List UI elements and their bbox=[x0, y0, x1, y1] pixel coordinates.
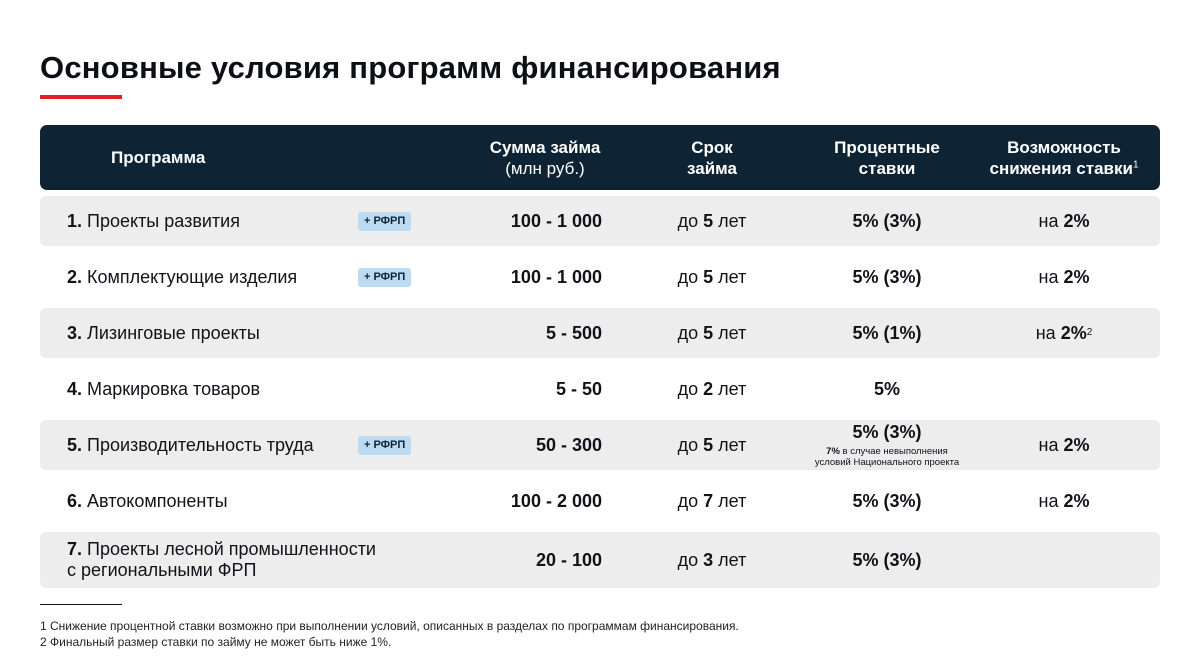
loan-sum: 50 - 300 bbox=[535, 434, 602, 455]
header-sum-line1: Сумма займа bbox=[489, 137, 601, 157]
footnote-1: 1 Снижение процентной ставки возможно пр… bbox=[40, 619, 739, 633]
rate-reduction: на 2% bbox=[1038, 266, 1090, 287]
loan-sum: 100 - 1 000 bbox=[510, 266, 602, 287]
header-rate-line2: ставки bbox=[858, 158, 916, 178]
interest-rate: 5% (3%) bbox=[852, 549, 922, 570]
loan-term: до 5 лет bbox=[677, 322, 747, 343]
header-term-line1: Срок bbox=[691, 137, 733, 157]
loan-sum: 100 - 2 000 bbox=[510, 490, 602, 511]
interest-rate: 5% (3%) bbox=[852, 210, 922, 231]
table-row: 1. Проекты развития + РФРП 100 - 1 000 до… bbox=[40, 196, 1160, 246]
rate-reduction: на 2% bbox=[1038, 210, 1090, 231]
program-name: 7. Проекты лесной промышленности с региона… bbox=[67, 539, 376, 580]
table-row: 7. Проекты лесной промышленности с региона… bbox=[40, 532, 1160, 588]
program-name: 3. Лизинговые проекты bbox=[67, 322, 260, 343]
interest-rate: 5% (3%) bbox=[852, 266, 922, 287]
program-name: 2. Комплектующие изделия bbox=[67, 266, 298, 287]
interest-rate: 5% (3%) 7% в случае невыполнения условий … bbox=[814, 422, 960, 468]
loan-sum: 5 - 50 bbox=[555, 378, 602, 399]
interest-rate: 5% bbox=[873, 378, 900, 399]
interest-rate: 5% (1%) bbox=[852, 322, 922, 343]
program-name: 4. Маркировка товаров bbox=[67, 378, 261, 399]
loan-term: до 5 лет bbox=[677, 266, 747, 287]
table-header: Программа Сумма займа (млн руб.) Срок за… bbox=[40, 125, 1160, 190]
footnote-divider bbox=[40, 604, 122, 605]
loan-term: до 5 лет bbox=[677, 434, 747, 455]
footnotes: 1 Снижение процентной ставки возможно пр… bbox=[40, 618, 739, 650]
rate-reduction: на 2% bbox=[1038, 434, 1090, 455]
table-row: 4. Маркировка товаров 5 - 50 до 2 лет 5% bbox=[40, 364, 1160, 414]
table-row: 5. Производительность труда + РФРП 50 - 3… bbox=[40, 420, 1160, 470]
interest-rate: 5% (3%) bbox=[852, 490, 922, 511]
rate-reduction: на 2% 2 bbox=[1035, 322, 1093, 343]
header-program: Программа bbox=[111, 148, 206, 167]
loan-term: до 3 лет bbox=[677, 549, 747, 570]
title-underline bbox=[40, 95, 122, 99]
rfrp-badge: + РФРП bbox=[358, 435, 412, 455]
footnote-ref-1: 1 bbox=[1132, 158, 1139, 170]
loan-sum: 100 - 1 000 bbox=[510, 210, 602, 231]
program-name: 5. Производительность труда bbox=[67, 434, 314, 455]
program-name: 1. Проекты развития bbox=[67, 210, 240, 231]
footnote-2: 2 Финальный размер ставки по займу не мо… bbox=[40, 635, 392, 649]
header-rate-line1: Процентные bbox=[834, 137, 940, 157]
rfrp-badge: + РФРП bbox=[358, 211, 412, 231]
loan-term: до 2 лет bbox=[677, 378, 747, 399]
loan-term: до 5 лет bbox=[677, 210, 747, 231]
table-row: 2. Комплектующие изделия + РФРП 100 - 1 0… bbox=[40, 252, 1160, 302]
header-rate: Процентные ставки bbox=[797, 125, 977, 190]
program-name: 6. Автокомпоненты bbox=[67, 490, 228, 511]
loan-sum: 20 - 100 bbox=[535, 549, 602, 570]
header-sum: Сумма займа (млн руб.) bbox=[460, 125, 630, 190]
loan-term: до 7 лет bbox=[677, 490, 747, 511]
page-title: Основные условия программ финансирования bbox=[40, 50, 781, 85]
table-row: 6. Автокомпоненты 100 - 2 000 до 7 лет 5% (… bbox=[40, 476, 1160, 526]
header-term: Срок займа bbox=[640, 125, 784, 190]
header-term-line2: займа bbox=[687, 158, 737, 178]
table-row: 3. Лизинговые проекты 5 - 500 до 5 лет 5% (… bbox=[40, 308, 1160, 358]
programs-table: Программа Сумма займа (млн руб.) Срок за… bbox=[40, 125, 1160, 588]
header-reduce-line1: Возможность bbox=[1007, 137, 1121, 157]
header-sum-line2: (млн руб.) bbox=[505, 158, 585, 178]
rate-note: 7% в случае невыполнения условий Национал… bbox=[814, 446, 960, 468]
header-reduce-line2: снижения ставки1 bbox=[989, 158, 1139, 178]
loan-sum: 5 - 500 bbox=[545, 322, 602, 343]
header-reduce: Возможность снижения ставки1 bbox=[974, 125, 1154, 190]
rate-reduction: на 2% bbox=[1038, 490, 1090, 511]
rfrp-badge: + РФРП bbox=[358, 267, 412, 287]
